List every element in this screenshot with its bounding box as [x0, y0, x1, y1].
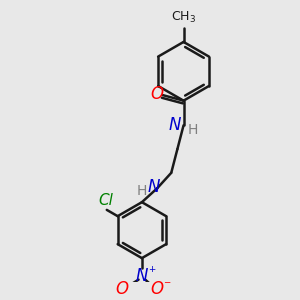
- Text: H: H: [137, 184, 148, 198]
- Text: $^-$: $^-$: [162, 279, 172, 292]
- Text: Cl: Cl: [98, 193, 113, 208]
- Text: $^+$: $^+$: [148, 266, 158, 279]
- Text: O: O: [150, 85, 163, 103]
- Text: CH$_3$: CH$_3$: [171, 10, 196, 25]
- Text: N: N: [169, 116, 181, 134]
- Text: O: O: [150, 280, 163, 298]
- Text: N: N: [136, 267, 148, 285]
- Text: N: N: [148, 178, 160, 196]
- Text: O: O: [116, 280, 129, 298]
- Text: H: H: [188, 123, 198, 137]
